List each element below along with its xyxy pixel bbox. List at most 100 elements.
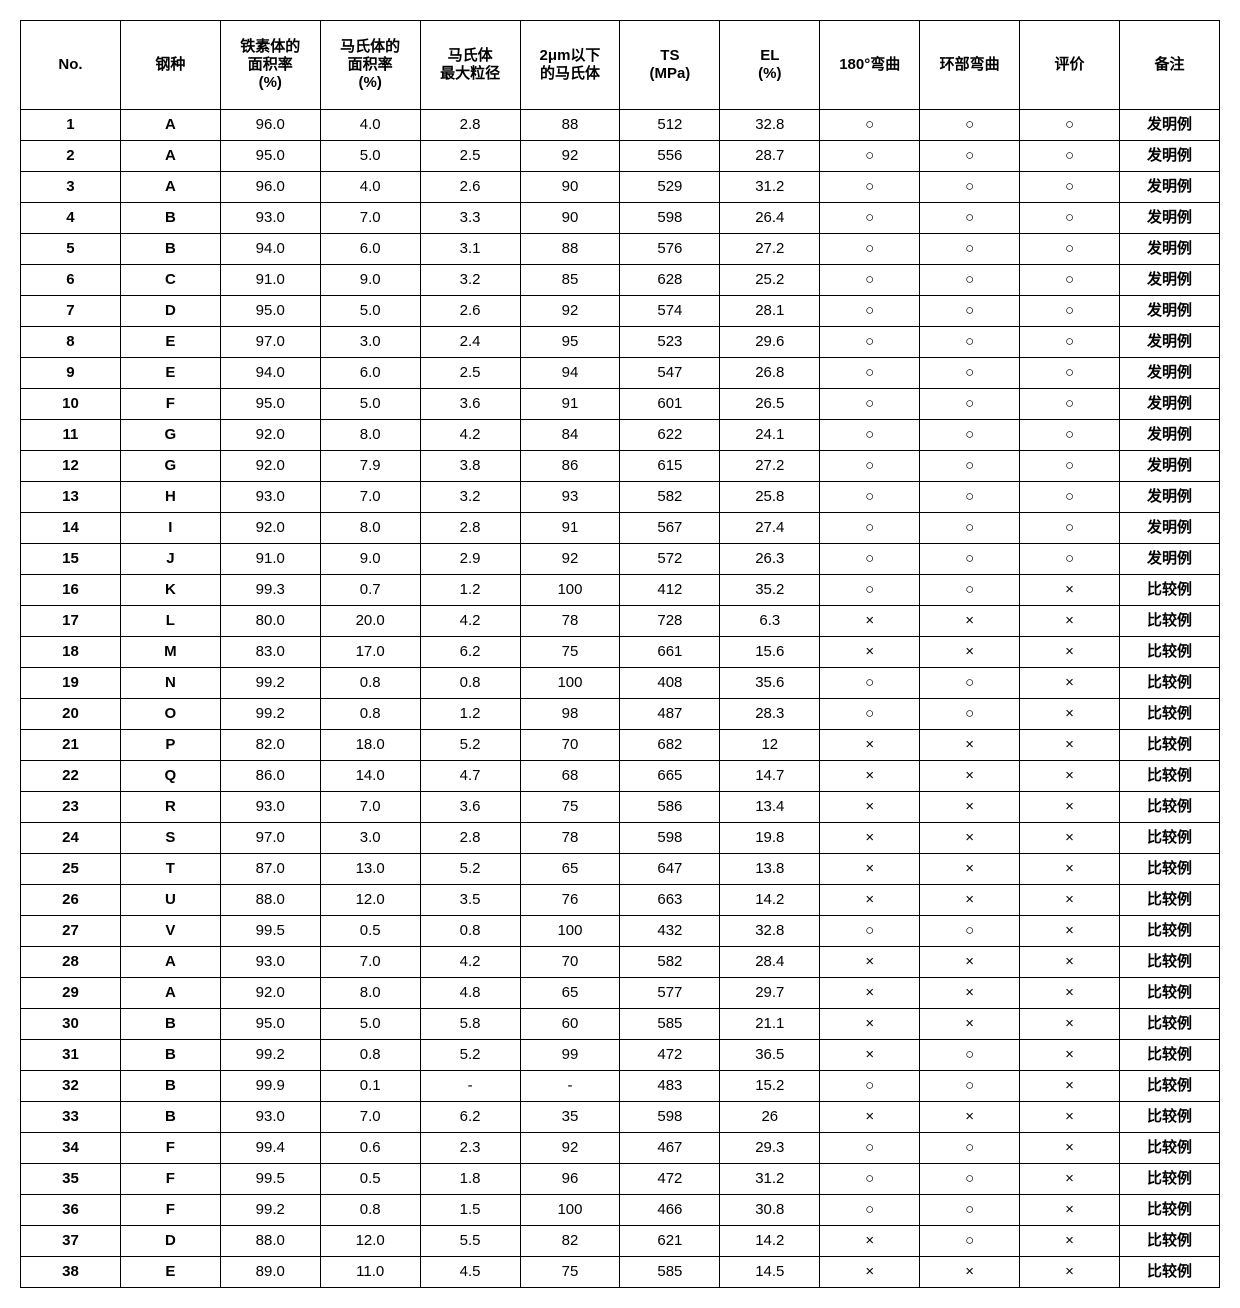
cell-r3-c6: 598	[620, 203, 720, 234]
cell-r14-c4: 2.9	[420, 544, 520, 575]
cell-r28-c9: ×	[920, 978, 1020, 1009]
table-row: 31B99.20.85.29947236.5×○×比较例	[21, 1040, 1220, 1071]
cell-r19-c3: 0.8	[320, 699, 420, 730]
cell-r20-c1: P	[120, 730, 220, 761]
cell-r10-c4: 4.2	[420, 420, 520, 451]
cell-r6-c0: 7	[21, 296, 121, 327]
cell-r23-c4: 2.8	[420, 823, 520, 854]
cell-r28-c4: 4.8	[420, 978, 520, 1009]
cell-r27-c0: 28	[21, 947, 121, 978]
table-row: 16K99.30.71.210041235.2○○×比较例	[21, 575, 1220, 606]
table-row: 32B99.90.1--48315.2○○×比较例	[21, 1071, 1220, 1102]
cell-r31-c3: 0.1	[320, 1071, 420, 1102]
cell-r17-c11: 比较例	[1119, 637, 1219, 668]
cell-r24-c3: 13.0	[320, 854, 420, 885]
cell-r14-c2: 91.0	[220, 544, 320, 575]
table-body: 1A96.04.02.88851232.8○○○发明例2A95.05.02.59…	[21, 110, 1220, 1288]
cell-r15-c7: 35.2	[720, 575, 820, 606]
cell-r9-c3: 5.0	[320, 389, 420, 420]
cell-r33-c10: ×	[1020, 1133, 1120, 1164]
cell-r12-c4: 3.2	[420, 482, 520, 513]
cell-r9-c10: ○	[1020, 389, 1120, 420]
cell-r0-c5: 88	[520, 110, 620, 141]
cell-r16-c7: 6.3	[720, 606, 820, 637]
cell-r2-c4: 2.6	[420, 172, 520, 203]
column-header-10: 评价	[1020, 21, 1120, 110]
cell-r19-c9: ○	[920, 699, 1020, 730]
cell-r26-c11: 比较例	[1119, 916, 1219, 947]
cell-r35-c3: 0.8	[320, 1195, 420, 1226]
cell-r35-c10: ×	[1020, 1195, 1120, 1226]
cell-r37-c5: 75	[520, 1257, 620, 1288]
cell-r13-c9: ○	[920, 513, 1020, 544]
cell-r11-c11: 发明例	[1119, 451, 1219, 482]
cell-r21-c4: 4.7	[420, 761, 520, 792]
cell-r18-c4: 0.8	[420, 668, 520, 699]
cell-r29-c6: 585	[620, 1009, 720, 1040]
cell-r36-c0: 37	[21, 1226, 121, 1257]
cell-r4-c1: B	[120, 234, 220, 265]
cell-r33-c2: 99.4	[220, 1133, 320, 1164]
cell-r30-c8: ×	[820, 1040, 920, 1071]
cell-r36-c5: 82	[520, 1226, 620, 1257]
cell-r29-c5: 60	[520, 1009, 620, 1040]
cell-r7-c10: ○	[1020, 327, 1120, 358]
cell-r34-c4: 1.8	[420, 1164, 520, 1195]
cell-r34-c7: 31.2	[720, 1164, 820, 1195]
table-row: 5B94.06.03.18857627.2○○○发明例	[21, 234, 1220, 265]
cell-r12-c10: ○	[1020, 482, 1120, 513]
cell-r0-c8: ○	[820, 110, 920, 141]
cell-r24-c10: ×	[1020, 854, 1120, 885]
column-header-8: 180°弯曲	[820, 21, 920, 110]
cell-r25-c3: 12.0	[320, 885, 420, 916]
cell-r34-c0: 35	[21, 1164, 121, 1195]
cell-r20-c6: 682	[620, 730, 720, 761]
cell-r10-c6: 622	[620, 420, 720, 451]
cell-r28-c10: ×	[1020, 978, 1120, 1009]
cell-r18-c1: N	[120, 668, 220, 699]
cell-r2-c2: 96.0	[220, 172, 320, 203]
cell-r37-c0: 38	[21, 1257, 121, 1288]
cell-r19-c4: 1.2	[420, 699, 520, 730]
cell-r14-c6: 572	[620, 544, 720, 575]
cell-r12-c2: 93.0	[220, 482, 320, 513]
cell-r8-c1: E	[120, 358, 220, 389]
cell-r18-c2: 99.2	[220, 668, 320, 699]
cell-r11-c7: 27.2	[720, 451, 820, 482]
column-header-6: TS (MPa)	[620, 21, 720, 110]
cell-r23-c3: 3.0	[320, 823, 420, 854]
cell-r17-c1: M	[120, 637, 220, 668]
cell-r13-c4: 2.8	[420, 513, 520, 544]
table-row: 34F99.40.62.39246729.3○○×比较例	[21, 1133, 1220, 1164]
table-row: 33B93.07.06.23559826×××比较例	[21, 1102, 1220, 1133]
cell-r23-c11: 比较例	[1119, 823, 1219, 854]
cell-r23-c7: 19.8	[720, 823, 820, 854]
cell-r23-c2: 97.0	[220, 823, 320, 854]
cell-r9-c5: 91	[520, 389, 620, 420]
cell-r36-c1: D	[120, 1226, 220, 1257]
cell-r1-c5: 92	[520, 141, 620, 172]
cell-r10-c9: ○	[920, 420, 1020, 451]
cell-r16-c9: ×	[920, 606, 1020, 637]
cell-r11-c10: ○	[1020, 451, 1120, 482]
table-header: No.钢种铁素体的 面积率 (%)马氏体的 面积率 (%)马氏体 最大粒径2μm…	[21, 21, 1220, 110]
cell-r11-c0: 12	[21, 451, 121, 482]
cell-r29-c1: B	[120, 1009, 220, 1040]
column-header-4: 马氏体 最大粒径	[420, 21, 520, 110]
cell-r5-c8: ○	[820, 265, 920, 296]
cell-r2-c6: 529	[620, 172, 720, 203]
cell-r28-c0: 29	[21, 978, 121, 1009]
cell-r19-c7: 28.3	[720, 699, 820, 730]
cell-r12-c3: 7.0	[320, 482, 420, 513]
cell-r9-c2: 95.0	[220, 389, 320, 420]
cell-r26-c3: 0.5	[320, 916, 420, 947]
cell-r16-c5: 78	[520, 606, 620, 637]
cell-r10-c7: 24.1	[720, 420, 820, 451]
cell-r30-c1: B	[120, 1040, 220, 1071]
cell-r9-c9: ○	[920, 389, 1020, 420]
cell-r24-c11: 比较例	[1119, 854, 1219, 885]
cell-r12-c5: 93	[520, 482, 620, 513]
table-row: 25T87.013.05.26564713.8×××比较例	[21, 854, 1220, 885]
cell-r19-c0: 20	[21, 699, 121, 730]
cell-r28-c8: ×	[820, 978, 920, 1009]
